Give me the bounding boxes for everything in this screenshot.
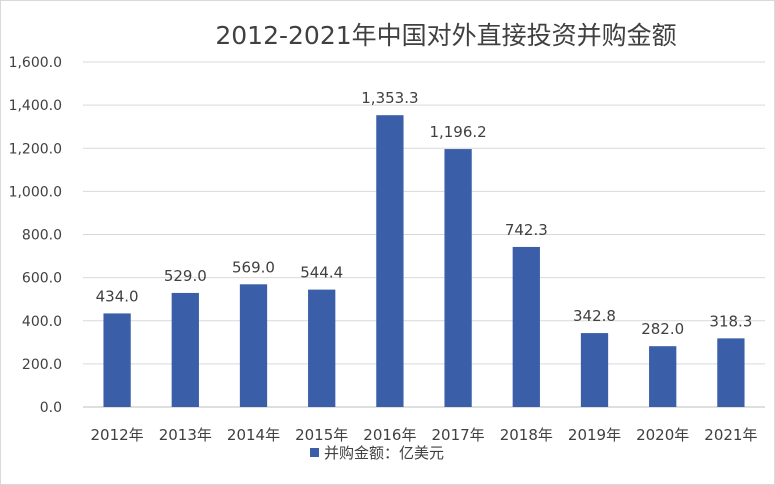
y-tick-label: 1,400.0 (9, 98, 62, 114)
y-tick-label: 600.0 (22, 271, 62, 287)
x-category-label: 2015年 (295, 426, 348, 444)
y-tick-label: 200.0 (22, 357, 62, 373)
data-labels: 434.0 529.0 569.0 544.4 1,353.3 1,196.2 742.3 3… (96, 89, 753, 338)
bar (649, 346, 677, 407)
chart-title: 2012-2021年中国对外直接投资并购金额 (215, 21, 676, 50)
data-label: 569.0 (232, 258, 275, 276)
bar (239, 284, 268, 407)
bar (171, 292, 199, 407)
data-label: 529.0 (164, 267, 207, 285)
y-tick-label: 0.0 (40, 400, 62, 416)
data-label: 434.0 (96, 287, 139, 305)
x-category-label: 2012年 (91, 426, 144, 444)
y-tick-label: 400.0 (22, 314, 62, 330)
data-label: 318.3 (709, 312, 752, 330)
bar (512, 246, 540, 407)
x-category-label: 2013年 (159, 426, 212, 444)
x-category-label: 2020年 (636, 426, 689, 444)
x-category-label: 2016年 (363, 426, 416, 444)
y-tick-label: 800.0 (22, 228, 62, 244)
y-tick-label: 1,600.0 (9, 55, 62, 71)
y-tick-label: 1,000.0 (9, 184, 62, 200)
bar (444, 149, 472, 407)
legend-swatch (310, 448, 319, 457)
y-axis-ticks: 0.0 200.0 400.0 600.0 800.0 1,000.0 1,200.0 1,4… (9, 55, 62, 416)
x-category-label: 2017年 (432, 426, 485, 444)
bar (376, 115, 404, 407)
bar (717, 338, 745, 407)
bar (580, 333, 609, 407)
data-label: 544.4 (300, 264, 343, 282)
data-label: 342.8 (573, 307, 616, 325)
x-axis-categories: 2012年 2013年 2014年 2015年 2016年 2017年 2018年 2019年… (91, 426, 758, 444)
bar (103, 313, 131, 407)
legend-label: 并购金额：亿美元 (324, 444, 444, 462)
x-category-label: 2019年 (568, 426, 621, 444)
data-label: 1,353.3 (361, 89, 418, 107)
x-category-label: 2014年 (227, 426, 280, 444)
data-label: 1,196.2 (429, 123, 486, 141)
x-category-label: 2018年 (500, 426, 553, 444)
data-label: 282.0 (641, 320, 684, 338)
bars (103, 115, 745, 407)
legend: 并购金额：亿美元 (310, 444, 444, 462)
data-label: 742.3 (505, 221, 548, 239)
x-category-label: 2021年 (704, 426, 757, 444)
bar (308, 289, 336, 407)
y-tick-label: 1,200.0 (9, 141, 62, 157)
